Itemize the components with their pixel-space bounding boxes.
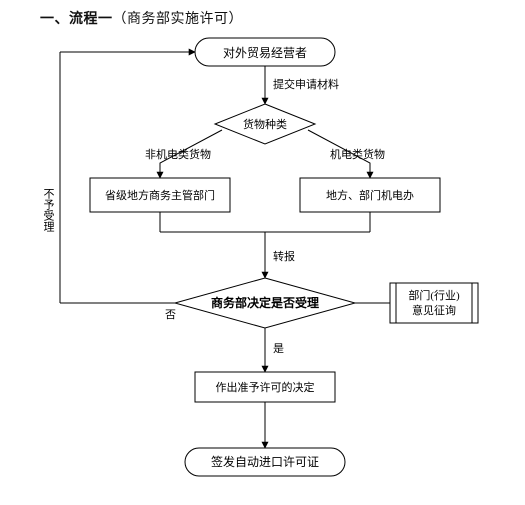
edge-merge: 转报 [160, 212, 370, 278]
node-side-line2: 意见征询 [412, 303, 456, 317]
edge-reject-label: 不予受理 [42, 188, 55, 232]
node-end: 签发自动进口许可证 [185, 448, 345, 476]
edge-submit-label: 提交申请材料 [273, 77, 339, 91]
edge-right-branch: 机电类货物 [308, 130, 385, 178]
node-box-local: 地方、部门机电办 [300, 178, 440, 212]
edge-yes: 是 [265, 328, 284, 372]
node-diamond-goods-label: 货物种类 [243, 117, 287, 131]
node-box-decision-label: 作出准予许可的决定 [216, 380, 315, 394]
edge-submit: 提交申请材料 [265, 66, 339, 104]
node-box-provincial: 省级地方商务主管部门 [90, 178, 230, 212]
edge-no-label: 否 [165, 309, 176, 321]
node-diamond-accept: 商务部决定是否受理 [175, 278, 355, 328]
edge-yes-label: 是 [273, 342, 284, 355]
heading-light: （商务部实施许可） [113, 12, 244, 27]
node-box-decision: 作出准予许可的决定 [195, 372, 335, 402]
node-start-label: 对外贸易经营者 [223, 46, 307, 60]
edge-forward-label: 转报 [273, 249, 295, 263]
node-box-provincial-label: 省级地方商务主管部门 [105, 188, 215, 202]
node-start: 对外贸易经营者 [195, 38, 335, 66]
flowchart: 对外贸易经营者 提交申请材料 货物种类 非机电类货物 机电类货物 省级地方商务主… [0, 0, 525, 500]
node-box-local-label: 地方、部门机电办 [326, 188, 414, 202]
node-side-line1: 部门(行业) [408, 288, 460, 302]
node-diamond-goods: 货物种类 [215, 104, 315, 144]
node-side-opinion: 部门(行业) 意见征询 [355, 283, 478, 323]
edge-right-label: 机电类货物 [330, 147, 385, 161]
edge-left-label: 非机电类货物 [145, 147, 211, 161]
heading-bold: 一、流程一 [40, 12, 113, 27]
node-end-label: 签发自动进口许可证 [211, 454, 319, 469]
edge-left-branch: 非机电类货物 [145, 130, 222, 178]
page-title: 一、流程一（商务部实施许可） [40, 8, 243, 28]
node-diamond-accept-label: 商务部决定是否受理 [211, 295, 319, 310]
